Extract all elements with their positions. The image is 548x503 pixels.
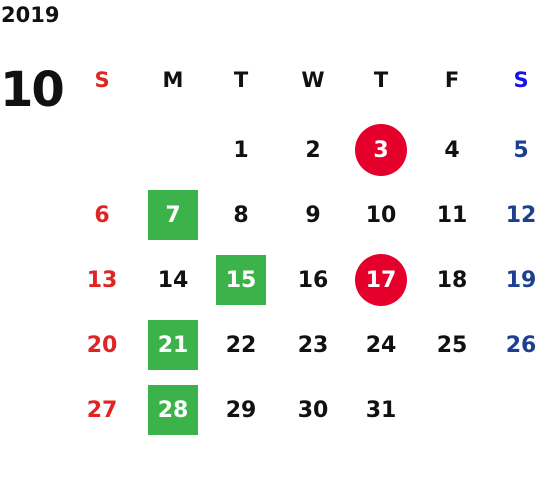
weekday-label: T: [233, 68, 249, 92]
day: 2: [305, 137, 321, 163]
day-badge: [216, 255, 266, 305]
weekday-label: S: [513, 68, 529, 92]
day: 18: [436, 267, 468, 293]
day-badge: [355, 254, 407, 306]
day: 8: [233, 202, 249, 228]
day: 16: [297, 267, 329, 293]
day: 9: [305, 202, 321, 228]
day: 11: [436, 202, 468, 228]
day: 21: [157, 332, 189, 358]
day: 14: [157, 267, 189, 293]
month: 10: [0, 62, 65, 118]
weekday-label: S: [94, 68, 110, 92]
day: 19: [505, 267, 537, 293]
day: 25: [436, 332, 468, 358]
day: 30: [297, 397, 329, 423]
day: 5: [513, 137, 529, 163]
day: 1: [233, 137, 249, 163]
day: 28: [157, 397, 189, 423]
day: 15: [225, 267, 257, 293]
day: 29: [225, 397, 257, 423]
day: 6: [94, 202, 110, 228]
day: 12: [505, 202, 537, 228]
day: 17: [365, 267, 397, 293]
day: 20: [86, 332, 118, 358]
day: 27: [86, 397, 118, 423]
day-badge: [148, 320, 198, 370]
day: 24: [365, 332, 397, 358]
day-badge: [148, 385, 198, 435]
day: 3: [373, 137, 389, 163]
day-badge: [148, 190, 198, 240]
day-badge: [355, 124, 407, 176]
weekday-label: W: [301, 68, 325, 92]
day: 31: [365, 397, 397, 423]
day: 26: [505, 332, 537, 358]
day: 7: [165, 202, 181, 228]
day: 10: [365, 202, 397, 228]
weekday-label: T: [373, 68, 389, 92]
day: 13: [86, 267, 118, 293]
day: 4: [444, 137, 460, 163]
year: 2019: [1, 3, 60, 27]
weekday-label: F: [444, 68, 460, 92]
weekday-label: M: [162, 68, 184, 92]
day: 22: [225, 332, 257, 358]
day: 23: [297, 332, 329, 358]
